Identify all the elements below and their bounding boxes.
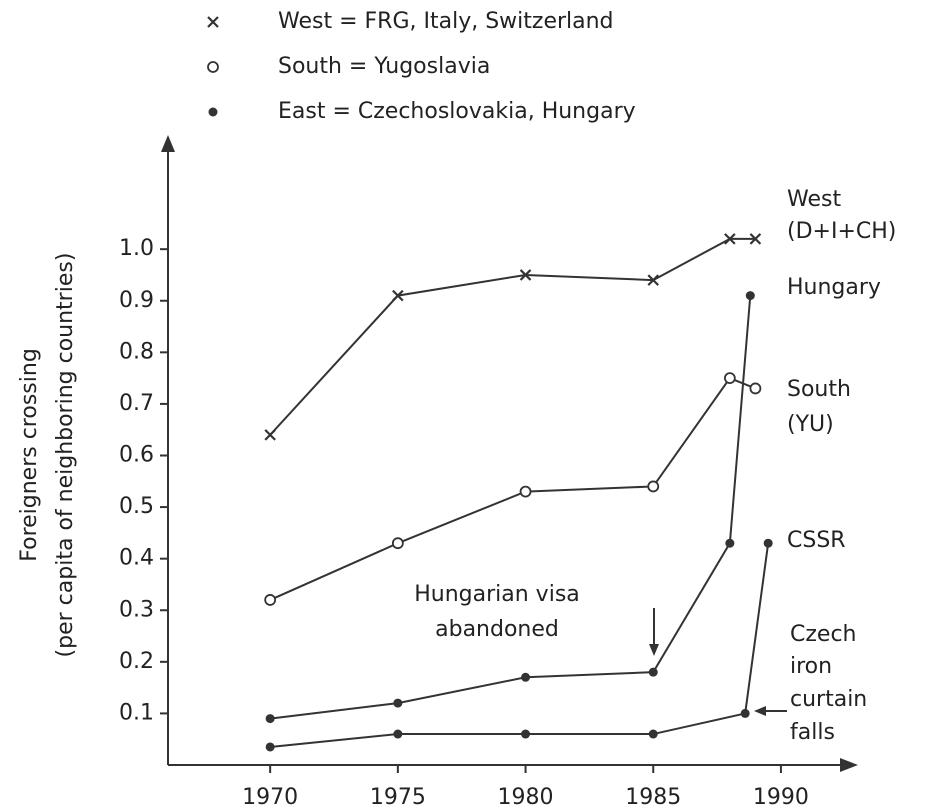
- y-label-line: (per capita of neighboring countries): [53, 253, 78, 658]
- annotation-line: iron: [790, 654, 832, 679]
- series-label: (YU): [787, 412, 834, 437]
- y-tick-label: 0.1: [119, 700, 154, 725]
- marker-dot: [725, 538, 735, 548]
- legend-label: East = Czechoslovakia, Hungary: [278, 99, 636, 124]
- series-label: (D+I+CH): [787, 219, 896, 244]
- marker-x: [207, 16, 219, 28]
- y-tick-label: 0.4: [119, 546, 154, 571]
- series-label: Hungary: [787, 275, 881, 300]
- y-tick-label: 0.8: [119, 339, 154, 364]
- annotation-line: abandoned: [435, 617, 559, 642]
- y-tick-label: 0.2: [119, 649, 154, 674]
- series-label: West: [787, 187, 841, 212]
- marker-x: [264, 429, 276, 441]
- y-tick-label: 0.6: [119, 443, 154, 468]
- y-tick-label: 1.0: [119, 236, 154, 261]
- y-tick-label: 0.5: [119, 494, 154, 519]
- marker-x: [724, 233, 736, 245]
- annotation-line: falls: [790, 720, 835, 745]
- y-axis-arrow: [161, 135, 175, 152]
- legend-label: South = Yugoslavia: [278, 54, 490, 79]
- marker-circle: [723, 372, 736, 385]
- series-line: [270, 543, 770, 748]
- marker-circle: [264, 594, 277, 606]
- series-label: South: [787, 377, 851, 402]
- y-tick-label: 0.9: [119, 288, 154, 313]
- marker-dot: [648, 667, 658, 677]
- marker-circle: [391, 537, 404, 550]
- marker-x: [749, 233, 762, 245]
- annotation-line: curtain: [790, 687, 867, 712]
- marker-dot: [393, 698, 403, 708]
- marker-dot: [521, 672, 531, 682]
- y-tick-label: 0.7: [119, 391, 154, 416]
- marker-circle: [519, 485, 532, 498]
- marker-dot: [521, 729, 531, 739]
- legend-label: West = FRG, Italy, Switzerland: [278, 9, 614, 34]
- marker-circle: [749, 382, 762, 395]
- y-tick-label: 0.3: [119, 597, 154, 622]
- marker-dot: [265, 714, 275, 724]
- annotation-line: Czech: [790, 622, 856, 647]
- x-tick-label: 1975: [370, 785, 426, 810]
- x-axis-arrow: [840, 758, 858, 772]
- series-line: [270, 295, 752, 720]
- series-line: [269, 237, 756, 436]
- annotation-arrow-head: [754, 706, 766, 716]
- marker-circle: [207, 61, 219, 73]
- marker-dot: [648, 729, 658, 739]
- marker-circle: [647, 480, 660, 493]
- marker-dot: [745, 291, 755, 301]
- marker-dot: [740, 708, 750, 718]
- x-tick-label: 1990: [753, 785, 809, 810]
- series-label: CSSR: [787, 528, 846, 553]
- marker-x: [519, 269, 532, 281]
- y-axis-label: Foreigners crossing (per capita of neigh…: [17, 253, 78, 658]
- marker-dot: [208, 107, 218, 117]
- marker-x: [392, 289, 404, 302]
- x-tick-label: 1980: [498, 785, 554, 810]
- x-tick-label: 1985: [625, 785, 681, 810]
- x-tick-label: 1970: [242, 785, 298, 810]
- marker-dot: [393, 729, 403, 739]
- marker-dot: [763, 538, 773, 548]
- annotation-arrow-head: [649, 644, 659, 656]
- series-line: [269, 376, 756, 601]
- annotation-line: Hungarian visa: [414, 582, 580, 607]
- marker-dot: [265, 742, 275, 752]
- marker-x: [647, 274, 660, 286]
- y-label-line: Foreigners crossing: [17, 348, 42, 562]
